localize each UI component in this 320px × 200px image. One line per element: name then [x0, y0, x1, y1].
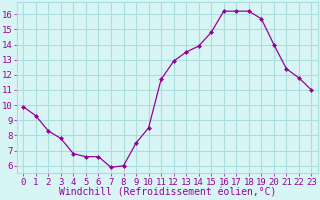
X-axis label: Windchill (Refroidissement éolien,°C): Windchill (Refroidissement éolien,°C) — [59, 188, 276, 198]
